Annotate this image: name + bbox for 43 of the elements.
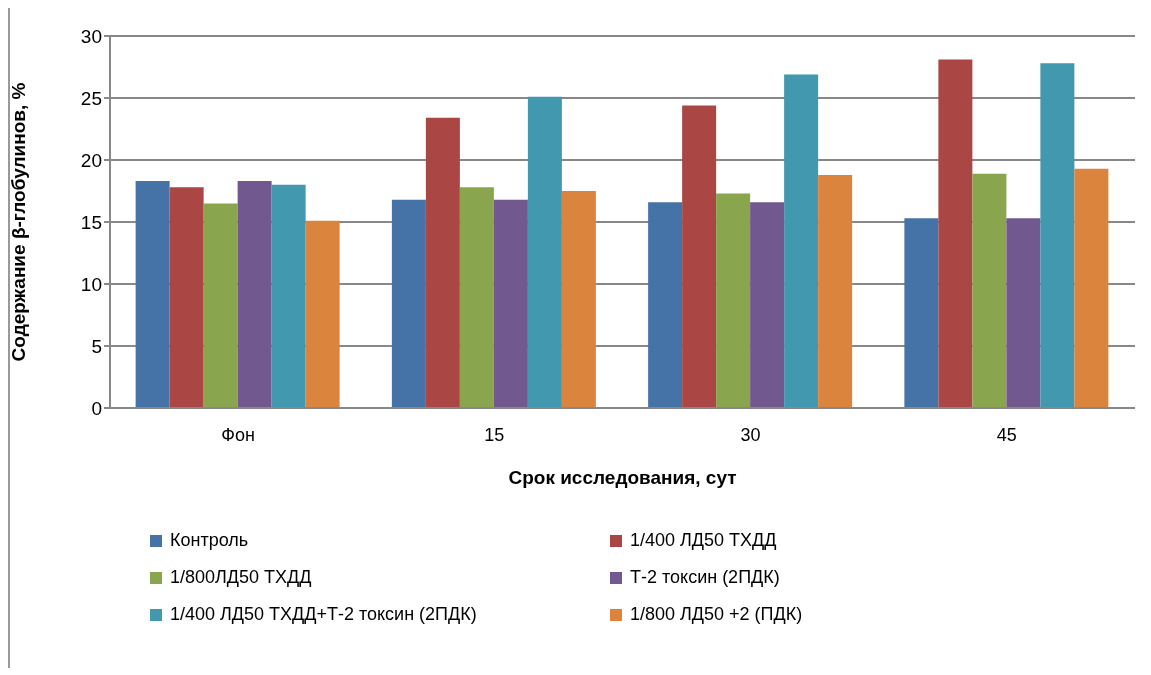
bar xyxy=(1040,63,1075,408)
y-tick-label: 25 xyxy=(80,87,102,109)
bar xyxy=(750,202,785,408)
x-tick-label: Фон xyxy=(221,424,255,445)
bar xyxy=(1006,218,1041,408)
bar xyxy=(561,191,596,408)
legend-label: 1/400 ЛД50 ТХДД xyxy=(630,530,777,551)
bar xyxy=(391,199,426,408)
bar xyxy=(938,59,973,408)
bar xyxy=(527,96,562,408)
x-tick-label: 30 xyxy=(740,424,761,445)
bar xyxy=(972,173,1007,408)
bar xyxy=(305,220,340,408)
x-tick-label: 45 xyxy=(996,424,1017,445)
bar xyxy=(493,199,528,408)
bar xyxy=(459,187,494,408)
y-tick-label: 0 xyxy=(91,397,102,419)
legend-label: Т-2 токсин (2ПДК) xyxy=(630,567,780,588)
x-axis-title: Срок исследования, сут xyxy=(508,467,737,488)
x-tick-label: 15 xyxy=(484,424,505,445)
bar xyxy=(818,174,853,408)
legend-label: Контроль xyxy=(170,530,249,551)
y-tick-label: 5 xyxy=(91,335,102,357)
bar xyxy=(237,181,272,408)
legend-label: 1/800ЛД50 ТХДД xyxy=(170,567,312,588)
bar xyxy=(135,181,170,408)
bar xyxy=(425,117,460,408)
bar xyxy=(904,218,939,408)
y-tick-label: 20 xyxy=(80,149,102,171)
bar xyxy=(716,193,751,408)
y-axis-title: Содержание β-глобулинов, % xyxy=(7,82,29,362)
bar xyxy=(203,203,238,408)
legend-label: 1/400 ЛД50 ТХДД+Т-2 токсин (2ПДК) xyxy=(170,604,477,625)
bar xyxy=(169,187,204,408)
y-tick-label: 15 xyxy=(80,211,102,233)
bar xyxy=(271,184,306,408)
bar xyxy=(682,105,717,408)
y-tick-label: 10 xyxy=(80,273,102,295)
bar xyxy=(1074,168,1109,408)
y-tick-label: 30 xyxy=(80,25,102,47)
bar xyxy=(784,74,819,408)
legend-label: 1/800 ЛД50 +2 (ПДК) xyxy=(630,604,803,625)
bar xyxy=(648,202,683,408)
